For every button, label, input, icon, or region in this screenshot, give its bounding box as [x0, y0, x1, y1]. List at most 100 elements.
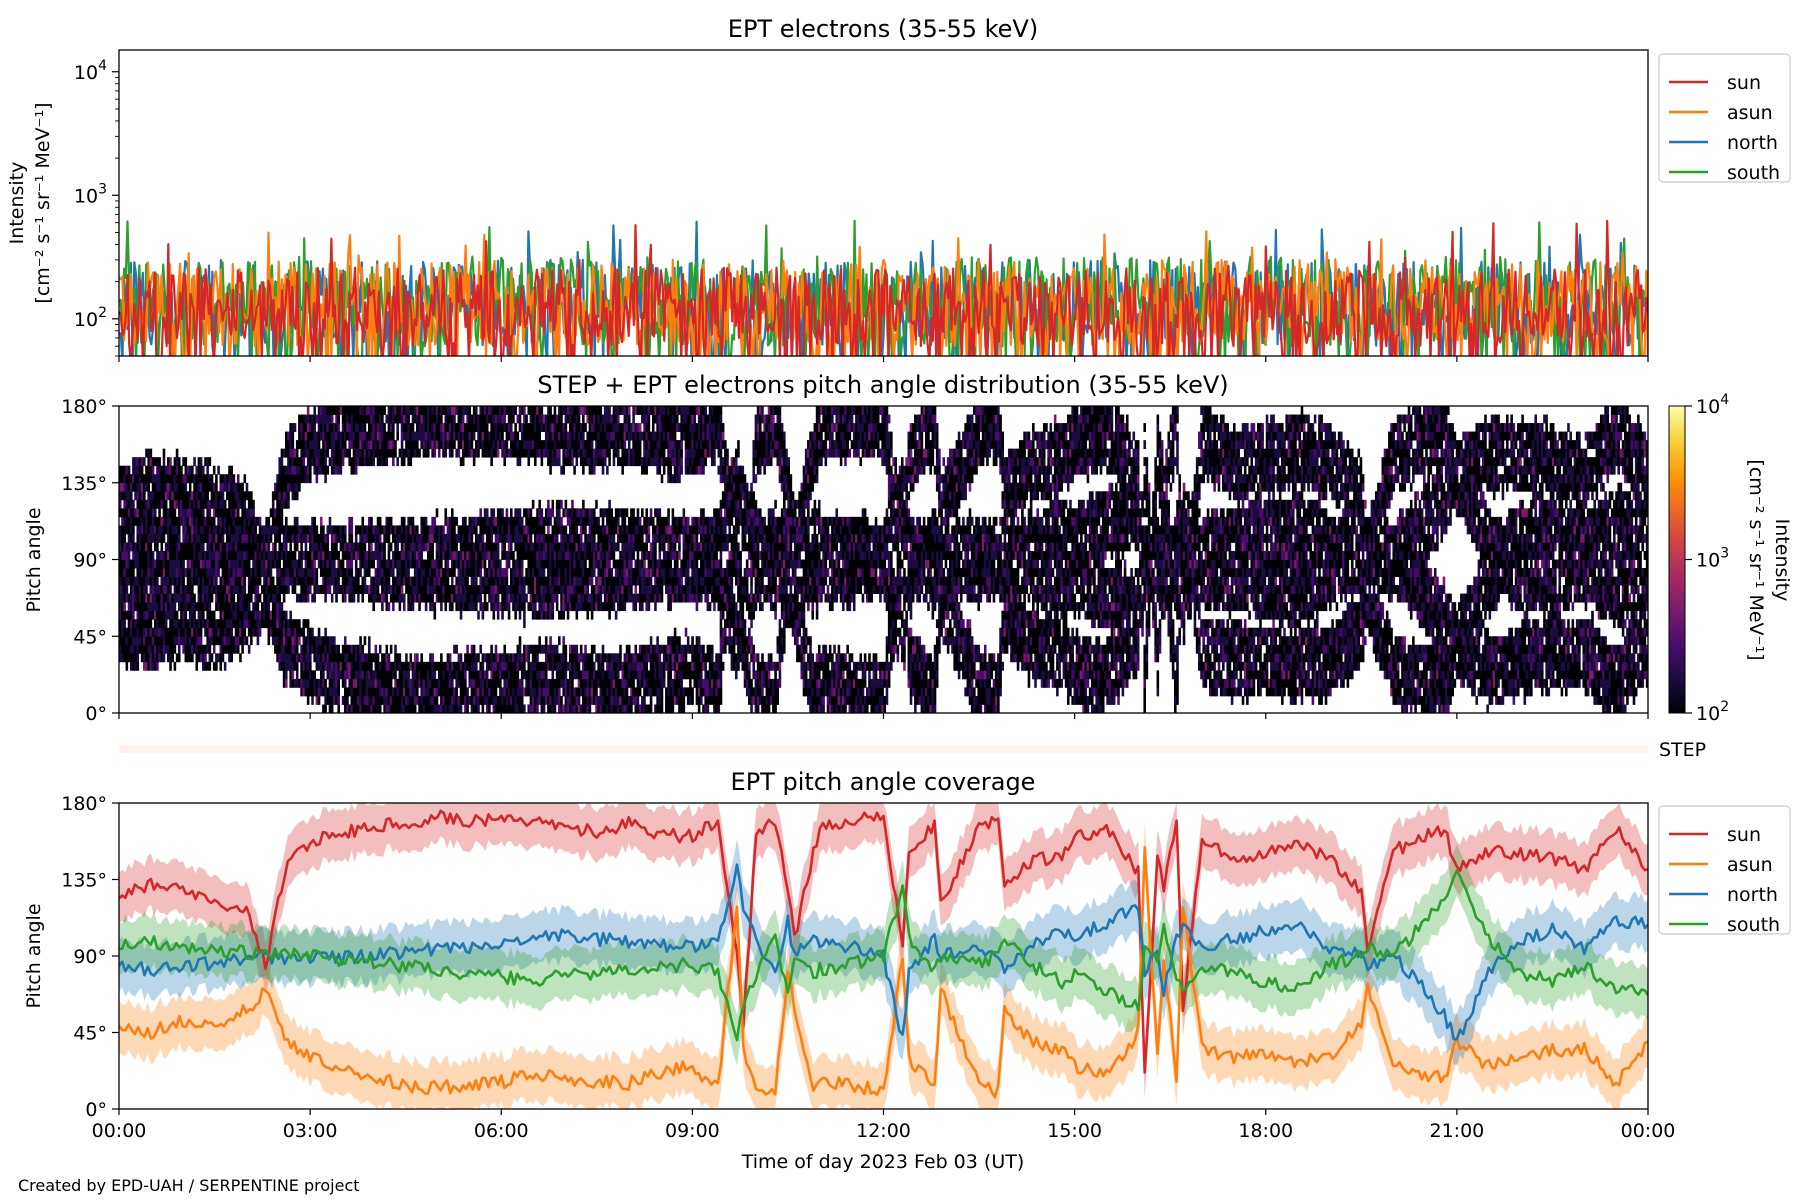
heatmap-cell	[593, 508, 596, 517]
heatmap-cell	[392, 432, 395, 441]
heatmap-cell	[591, 577, 594, 586]
heatmap-cell	[573, 466, 576, 475]
heatmap-cell	[215, 662, 218, 671]
heatmap-cell	[558, 687, 561, 696]
heatmap-cell	[503, 415, 506, 424]
heatmap-cell	[224, 662, 227, 671]
heatmap-cell	[294, 585, 297, 594]
heatmap-cell	[364, 577, 367, 586]
heatmap-cell	[156, 542, 159, 551]
heatmap-cell	[123, 534, 126, 543]
heatmap-cell	[455, 645, 458, 654]
heatmap-cell	[534, 457, 537, 466]
heatmap-cell	[289, 611, 292, 620]
heatmap-cell	[272, 500, 275, 509]
heatmap-cell	[571, 500, 574, 509]
heatmap-cell	[497, 449, 500, 458]
heatmap-cell	[551, 670, 554, 679]
heatmap-cell	[351, 568, 354, 577]
heatmap-cell	[327, 534, 330, 543]
heatmap-cell	[479, 645, 482, 654]
heatmap-cell	[377, 653, 380, 662]
heatmap-cell	[460, 611, 463, 620]
heatmap-cell	[268, 542, 271, 551]
heatmap-cell	[525, 415, 528, 424]
heatmap-cell	[497, 542, 500, 551]
panel2-title: STEP + EPT electrons pitch angle distrib…	[537, 371, 1228, 399]
heatmap-cell	[521, 679, 524, 688]
heatmap-cell	[593, 645, 596, 654]
heatmap-cell	[174, 602, 177, 611]
heatmap-cell	[416, 525, 419, 534]
heatmap-cell	[462, 457, 465, 466]
heatmap-cell	[420, 551, 423, 560]
heatmap-cell	[224, 500, 227, 509]
heatmap-cell	[543, 568, 546, 577]
heatmap-cell	[521, 568, 524, 577]
heatmap-cell	[381, 602, 384, 611]
heatmap-cell	[394, 645, 397, 654]
heatmap-cell	[399, 602, 402, 611]
heatmap-cell	[425, 517, 428, 526]
heatmap-cell	[333, 560, 336, 569]
heatmap-cell	[455, 517, 458, 526]
heatmap-cell	[364, 542, 367, 551]
heatmap-cell	[331, 415, 334, 424]
heatmap-cell	[294, 423, 297, 432]
heatmap-cell	[342, 457, 345, 466]
heatmap-cell	[538, 432, 541, 441]
heatmap-cell	[158, 508, 161, 517]
heatmap-cell	[464, 517, 467, 526]
heatmap-cell	[379, 517, 382, 526]
heatmap-cell	[530, 508, 533, 517]
heatmap-cell	[497, 594, 500, 603]
heatmap-cell	[399, 653, 402, 662]
heatmap-cell	[388, 577, 391, 586]
heatmap-cell	[523, 704, 526, 713]
heatmap-cell	[479, 568, 482, 577]
heatmap-cell	[405, 653, 408, 662]
heatmap-cell	[209, 602, 212, 611]
heatmap-cell	[582, 466, 585, 475]
heatmap-cell	[519, 457, 522, 466]
heatmap-cell	[309, 662, 312, 671]
heatmap-cell	[521, 560, 524, 569]
heatmap-cell	[213, 611, 216, 620]
heatmap-cell	[206, 466, 209, 475]
heatmap-cell	[551, 500, 554, 509]
heatmap-cell	[519, 636, 522, 645]
heatmap-cell	[486, 508, 489, 517]
heatmap-cell	[298, 636, 301, 645]
heatmap-cell	[497, 551, 500, 560]
heatmap-cell	[541, 457, 544, 466]
heatmap-cell	[431, 594, 434, 603]
heatmap-cell	[292, 670, 295, 679]
heatmap-cell	[257, 585, 260, 594]
heatmap-cell	[551, 508, 554, 517]
heatmap-cell	[412, 602, 415, 611]
heatmap-cell	[591, 440, 594, 449]
heatmap-cell	[410, 653, 413, 662]
panel1-x-axis	[119, 356, 1648, 362]
heatmap-cell	[178, 525, 181, 534]
heatmap-cell	[364, 423, 367, 432]
heatmap-cell	[324, 704, 327, 713]
heatmap-cell	[257, 636, 260, 645]
heatmap-cell	[191, 653, 194, 662]
heatmap-cell	[195, 662, 198, 671]
heatmap-cell	[370, 517, 373, 526]
heatmap-cell	[193, 457, 196, 466]
heatmap-cell	[536, 704, 539, 713]
heatmap-cell	[252, 500, 255, 509]
heatmap-cell	[523, 602, 526, 611]
heatmap-cell	[556, 602, 559, 611]
heatmap-cell	[418, 602, 421, 611]
heatmap-cell	[163, 653, 166, 662]
heatmap-cell	[209, 662, 212, 671]
heatmap-cell	[189, 483, 192, 492]
heatmap-cell	[244, 500, 247, 509]
heatmap-cell	[538, 636, 541, 645]
heatmap-cell	[237, 645, 240, 654]
heatmap-cell	[416, 440, 419, 449]
heatmap-cell	[506, 508, 509, 517]
